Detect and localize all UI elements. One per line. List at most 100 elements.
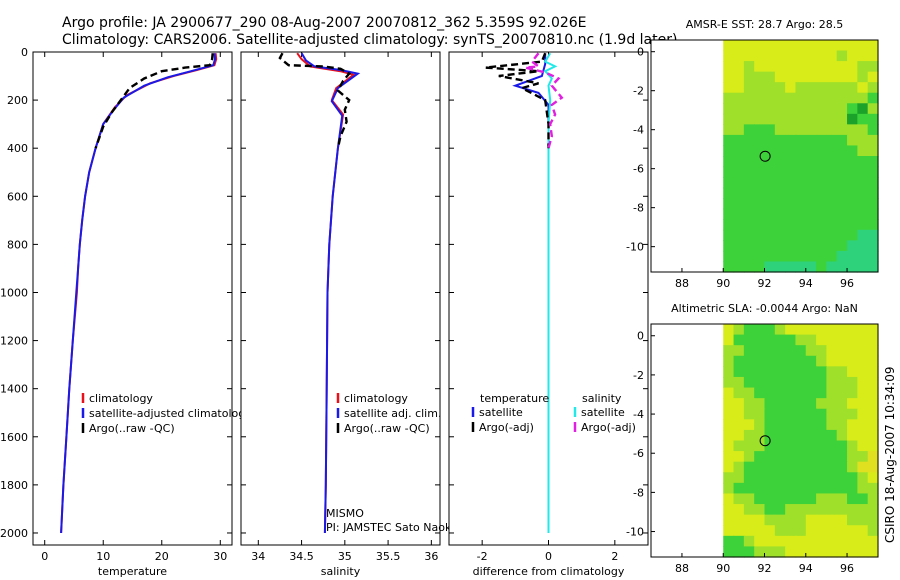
sst_map-cell — [764, 219, 776, 231]
sla_map-cell — [857, 451, 869, 463]
sla_map-cell — [785, 345, 797, 357]
sla_map-cell — [754, 514, 766, 526]
sst_map-cell — [764, 198, 776, 210]
sla_map-xtick-label: 90 — [716, 562, 730, 575]
sst_map-cell — [743, 92, 755, 104]
sst_map-cell — [785, 134, 797, 147]
sla_map-cell — [816, 482, 828, 495]
sst_map-cell — [857, 92, 869, 104]
sla_map-cell — [743, 387, 755, 399]
sst_map-cell — [733, 50, 745, 62]
sla_map-cell — [857, 546, 869, 558]
salinity-series-1-line — [300, 52, 361, 534]
sla_map-cell — [857, 334, 869, 346]
sst_map-cell — [785, 166, 797, 178]
sla_map-cell — [733, 345, 745, 357]
temperature-xtick-label: 30 — [213, 550, 227, 563]
sla_map-cell — [754, 398, 766, 410]
sla_map-cell — [754, 461, 766, 473]
sst_map-cell — [836, 240, 848, 252]
salinity-legend-2-label: Argo(..raw -QC) — [344, 422, 430, 435]
sst_map-cell — [764, 113, 776, 125]
sla_map-argo-location-marker — [759, 435, 771, 447]
sst_map-cell — [754, 92, 766, 104]
depth-tick-label: 1600 — [0, 431, 28, 444]
sla_map-cell — [826, 345, 838, 357]
sst_map-cell — [743, 124, 755, 136]
sst_map-cell — [826, 71, 838, 83]
sst_map-cell — [816, 92, 828, 104]
sst_map-cell — [764, 208, 776, 220]
sla_map-cell — [723, 334, 735, 346]
sla_map-cell — [795, 355, 807, 367]
sla_map-cell — [723, 493, 735, 505]
difference-series-3-line — [525, 52, 564, 149]
depth-tick-label: 0 — [21, 46, 28, 59]
sst_map-cell — [785, 82, 797, 94]
sst_map-cell — [743, 156, 755, 168]
sla_map-cell — [857, 461, 869, 473]
sla_map-cell — [774, 514, 786, 526]
sla_map-cell — [857, 408, 869, 420]
sst_map-cell — [857, 198, 869, 210]
sla_map-cell — [805, 429, 817, 442]
sst_map-cell — [836, 229, 848, 241]
sst_map-cell — [826, 61, 838, 73]
sst_map-cell — [826, 219, 838, 231]
sla_map-cell — [867, 345, 879, 357]
sst_map-cell — [847, 71, 858, 83]
sst_map-cell — [795, 166, 807, 178]
sla_map-cell — [723, 514, 735, 526]
sla_map-cell — [795, 345, 807, 357]
sla_map-cell — [754, 355, 766, 367]
sla_map-cell — [795, 451, 807, 463]
sst_map-cell — [754, 71, 766, 83]
sla_map-cell — [826, 366, 838, 378]
sst_map-cell — [795, 208, 807, 220]
sla_map-cell — [723, 355, 735, 367]
sst_map-cell — [867, 82, 879, 94]
sst_map-cell — [764, 40, 776, 52]
sla_map-cell — [723, 345, 735, 357]
sla_map-cell — [805, 504, 817, 516]
sla_map-cell — [826, 504, 838, 516]
sst_map-cell — [795, 177, 807, 189]
sla_map-cell — [774, 355, 786, 367]
sst_map-cell — [857, 187, 869, 199]
sla_map-cell — [867, 546, 879, 558]
sst_map-cell — [836, 219, 848, 231]
sla_map-cell — [733, 334, 745, 346]
sla_map-cell — [847, 345, 858, 357]
sst_map-cell — [785, 198, 797, 210]
sst_map-cell — [867, 208, 879, 220]
sla_map-cell — [774, 482, 786, 495]
sst_map-cell — [857, 61, 869, 73]
sst_map-cell — [805, 40, 817, 52]
sla_map-cell — [774, 546, 786, 558]
sst_map-cell — [774, 124, 786, 136]
temperature-xlabel: temperature — [98, 565, 167, 578]
sst_map-cell — [805, 145, 817, 157]
sla_map-cell — [847, 461, 858, 473]
sla_map-cell — [733, 440, 745, 452]
sst_map-cell — [847, 219, 858, 231]
difference-legend-temp-satellite-label: satellite — [479, 406, 523, 419]
sst_map-cell — [764, 145, 776, 157]
sst_map-cell — [795, 124, 807, 136]
sla_map-cell — [764, 493, 776, 505]
sla_map-cell — [816, 408, 828, 420]
sla_map-cell — [867, 493, 879, 505]
sst_map-cell — [795, 240, 807, 252]
sst_map-cell — [764, 71, 776, 83]
sla_map-cell — [857, 376, 869, 389]
sst_map-cell — [785, 40, 797, 52]
sla_map-cell — [723, 398, 735, 410]
sst_map-cell — [743, 113, 755, 125]
sla_map-cell — [867, 387, 879, 399]
sla_map-cell — [836, 334, 848, 346]
sla_map-cell — [723, 451, 735, 463]
sla_map-cell — [795, 482, 807, 495]
sst_map-cell — [764, 61, 776, 73]
sla_map-cell — [733, 482, 745, 495]
sst_map-cell — [723, 219, 735, 231]
